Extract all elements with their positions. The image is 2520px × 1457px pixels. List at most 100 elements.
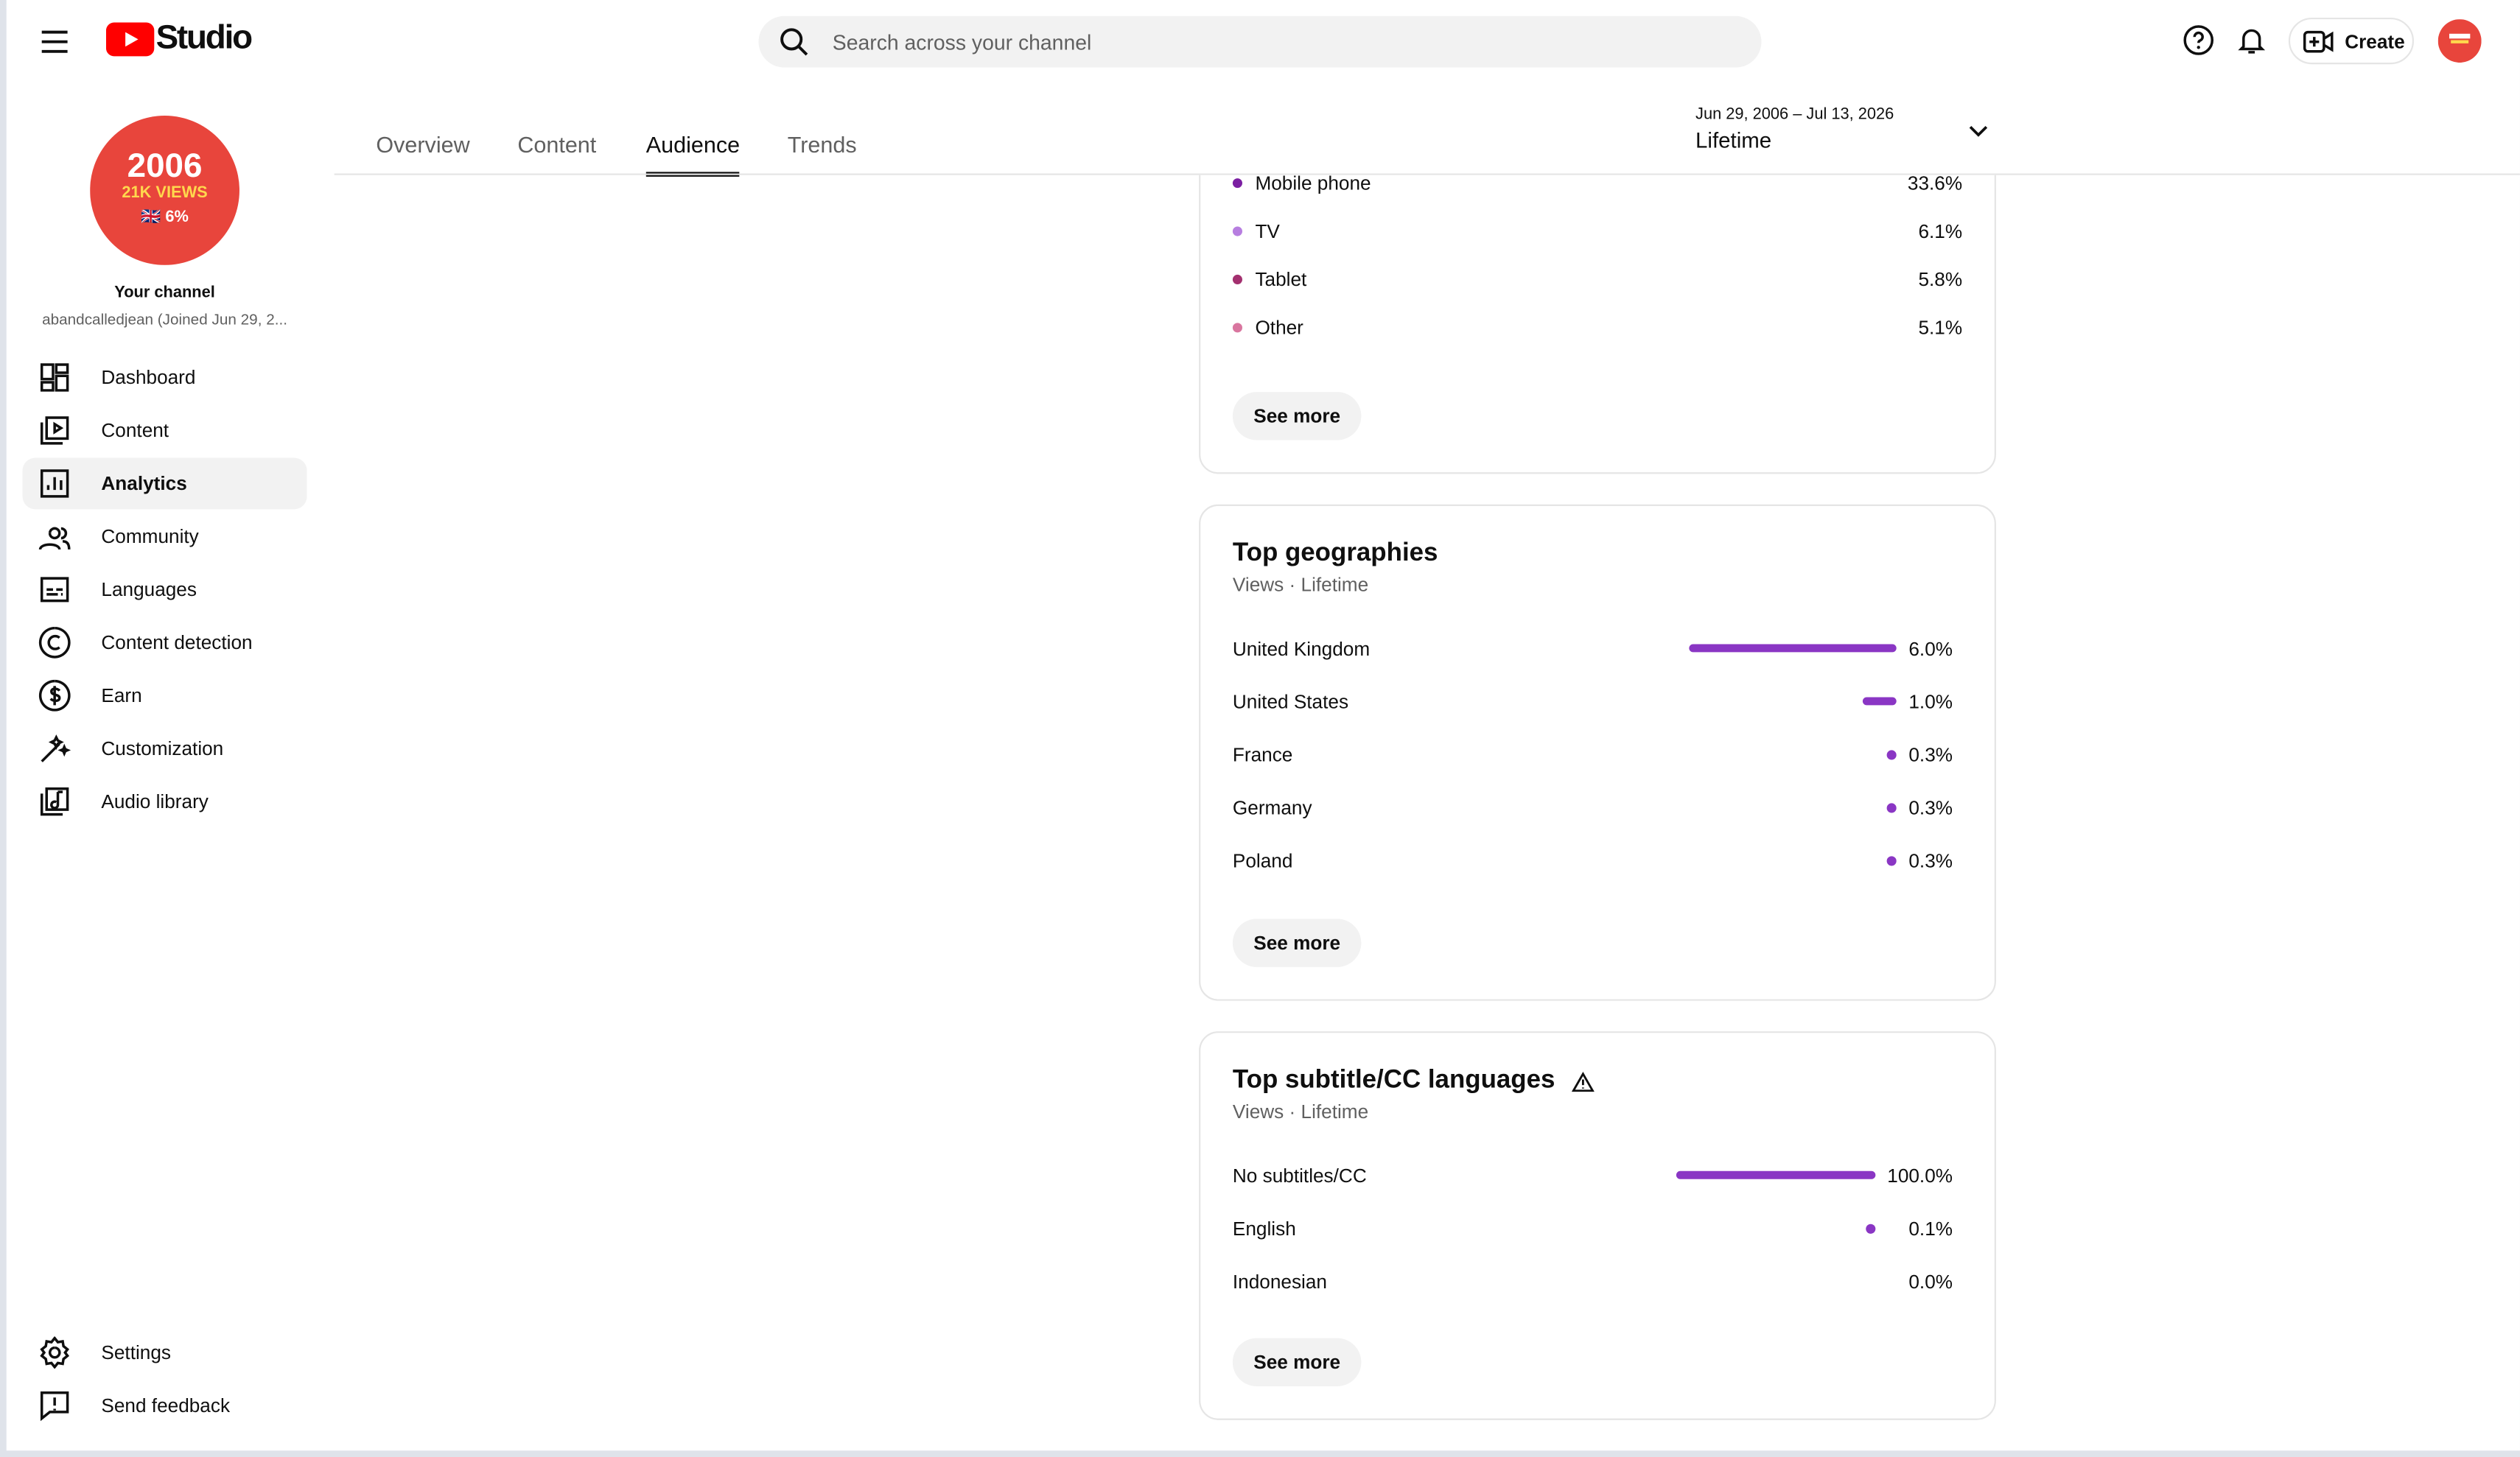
nav-label: Community [101,525,199,548]
bar-area [1689,695,1897,707]
row-name: France [1232,742,1293,766]
bar-dot [1886,855,1897,866]
nav-icon-shape [40,469,69,498]
nav-label: Audio library [101,790,209,813]
device-value: 5.8% [1918,268,1963,291]
device-dot [1232,178,1242,189]
menu-button[interactable] [38,26,71,58]
tab[interactable]: Audience [645,131,741,158]
row-value: 0.3% [1908,796,1953,819]
help-button[interactable] [2183,24,2215,57]
nav-icon-shape [40,1336,70,1369]
create-button[interactable]: Create [2288,17,2415,65]
nav-item[interactable]: Earn [23,670,307,721]
nav-item[interactable]: Analytics [22,457,307,510]
account-avatar[interactable] [2437,19,2482,63]
date-range-chevron[interactable] [1967,121,1990,144]
logo-icon[interactable] [105,22,155,58]
nav-icon [38,626,71,659]
date-range-label[interactable]: Lifetime [1695,128,1772,153]
nav-item[interactable]: Community [23,510,307,562]
nav-item[interactable]: Settings [23,1327,307,1378]
bar-dot [1886,802,1897,812]
device-dot [1232,323,1242,333]
channel-avatar[interactable] [90,116,239,265]
card-title: Top geographies [1232,539,1438,567]
bar-row: United States 1.0% [1233,675,1953,728]
create-icon [2303,30,2334,53]
warning-icon[interactable] [1571,1070,1594,1092]
languages-card: Top subtitle/CC languages Views · Lifetim… [1199,1031,1996,1420]
row-name: Poland [1232,849,1293,872]
row-value: 0.0% [1908,1269,1953,1293]
nav-item[interactable]: Languages [23,564,307,615]
button-wrap: See more [1232,1338,1953,1387]
nav-label: Content [101,419,169,442]
nav-label: Languages [101,578,197,601]
date-range[interactable]: Jun 29, 2006 – Jul 13, 2026 [1695,105,1894,124]
row-value: 0.1% [1908,1216,1953,1240]
nav-icon-shape [40,787,69,816]
bar-area [1676,1221,1876,1234]
nav-icon [38,527,71,550]
device-value: 6.1% [1918,220,1963,243]
see-more-button[interactable]: See more [1232,392,1362,440]
search-box[interactable]: Search across your channel [758,15,1762,68]
nav-icon-shape [41,734,71,762]
nav-icon-shape [40,577,69,603]
device-dot [1232,274,1242,285]
device-value: 33.6% [1907,173,1963,194]
nav-icon-shape [38,527,71,550]
nav-item[interactable]: Send feedback [23,1380,307,1431]
device-name: Mobile phone [1255,173,1371,194]
bar-area [1689,748,1897,760]
card-subtitle: Views · Lifetime [1232,1100,1369,1123]
nav-icon [40,469,69,498]
nav-icon [41,734,71,762]
device-row: Other 5.1% [1232,303,1963,351]
logo-text[interactable]: Studio [155,19,253,57]
device-value: 5.1% [1918,316,1963,340]
row-name: Germany [1232,796,1312,819]
avatar-views: 21K VIEWS [122,184,208,203]
bar-area [1689,854,1897,866]
nav-item[interactable]: Customization [23,723,307,774]
bar-row: English 0.1% [1233,1201,1953,1254]
device-name: TV [1255,220,1280,243]
nav-item[interactable]: Content [23,405,307,457]
nav-icon [40,577,69,603]
tab[interactable]: Trends [787,131,857,158]
device-row: Tablet 5.8% [1232,256,1963,303]
tab[interactable]: Overview [376,131,470,158]
nav-item[interactable]: Dashboard [23,352,307,404]
device-name: Other [1255,316,1303,340]
nav-icon-shape [40,416,69,445]
main-content: Mobile phone 33.6% TV 6.1% Tablet 5.8% Other 5.… [334,173,2520,1451]
row-name: United States [1232,689,1349,713]
search-icon [780,28,808,56]
see-more-button[interactable]: See more [1232,1338,1362,1387]
nav-item[interactable]: Audio library [23,776,307,827]
search-placeholder: Search across your channel [832,30,1092,55]
bar [1676,1170,1876,1179]
nav-icon [40,416,69,445]
see-more-button[interactable]: See more [1232,919,1362,967]
nav-item[interactable]: Content detection [23,617,307,668]
row-value: 6.0% [1908,636,1953,660]
title-wrap: Top subtitle/CC languages [1233,1065,1953,1098]
tab[interactable]: Content [517,131,597,158]
device-dot [1232,226,1242,236]
nav-label: Content detection [101,631,253,654]
card-title: Top subtitle/CC languages [1232,1067,1555,1095]
nav-icon [40,1336,70,1369]
nav-label: Analytics [101,472,187,495]
bar-row: Indonesian 0.0% [1233,1254,1953,1307]
device-row: Mobile phone 33.6% [1232,173,1963,208]
row-name: Indonesian [1232,1269,1327,1293]
notifications-button[interactable] [2236,24,2268,57]
bar-row: No subtitles/CC 100.0% [1233,1148,1953,1201]
row-value: 1.0% [1908,689,1953,713]
bar-area [1689,801,1897,813]
bar-row: France 0.3% [1233,728,1953,781]
nav-icon-shape [40,1391,69,1422]
